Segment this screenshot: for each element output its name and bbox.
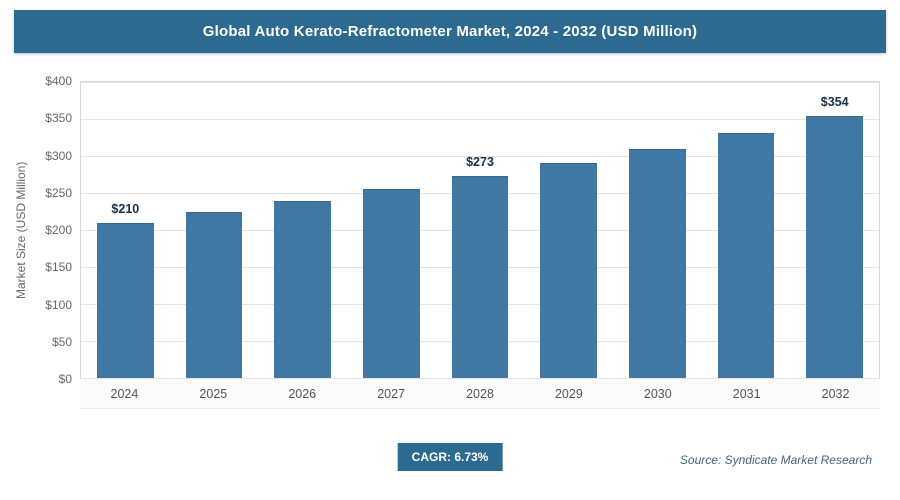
bar-2025 xyxy=(185,212,243,378)
gridline xyxy=(81,81,879,83)
y-axis-ticks: $0 $50 $100 $150 $200 $250 $300 $350 $400 xyxy=(34,74,80,386)
x-tick-label-2029: 2029 xyxy=(554,386,583,401)
y-tick-label: $150 xyxy=(45,260,72,275)
x-tick-label-2028: 2028 xyxy=(466,386,494,401)
bar-value-label: $210 xyxy=(111,201,140,216)
y-tick-label: $200 xyxy=(45,223,72,237)
bar-group-2030 xyxy=(613,82,702,378)
bar-group-2027 xyxy=(347,82,436,378)
x-tick-label-2027: 2027 xyxy=(377,386,406,401)
bar-2030 xyxy=(628,148,686,378)
bar-2026 xyxy=(274,201,332,378)
bar-2029 xyxy=(540,162,598,378)
bar-group-2031 xyxy=(702,82,791,378)
bar-value-label: $354 xyxy=(820,95,849,110)
gridline xyxy=(81,377,879,379)
y-tick-label: $300 xyxy=(45,148,72,163)
bar-2031 xyxy=(717,133,775,378)
y-axis-label: Market Size (USD Million) xyxy=(14,161,28,299)
bars-row: $210 $273 $354 xyxy=(81,82,879,378)
bar-2028: $273 xyxy=(451,155,509,378)
y-tick-label: $0 xyxy=(58,372,72,386)
bar-group-2026 xyxy=(258,82,347,378)
chart-footer: CAGR: 6.73% Source: Syndicate Market Res… xyxy=(0,441,900,485)
x-tick-label-2030: 2030 xyxy=(643,386,672,401)
y-tick-label: $50 xyxy=(51,334,72,349)
x-tick-label-2026: 2026 xyxy=(288,386,317,401)
cagr-badge: CAGR: 6.73% xyxy=(397,443,503,471)
plot-column: $210 $273 $354 2024 2025 2026 2027 2028 2029 203… xyxy=(80,81,880,409)
gridline xyxy=(81,155,879,157)
chart-title: Global Auto Kerato-Refractometer Market,… xyxy=(202,23,698,40)
bar-2032: $354 xyxy=(806,95,864,378)
bar-value-label: $273 xyxy=(466,154,494,169)
bar-group-2032: $354 xyxy=(790,82,879,378)
x-tick-label-2031: 2031 xyxy=(732,386,761,401)
chart: Market Size (USD Million) $0 $50 $100 $150 $… xyxy=(0,74,900,409)
y-tick-label: $400 xyxy=(45,74,72,88)
bar-2027 xyxy=(362,189,420,378)
x-tick-label-2024: 2024 xyxy=(110,386,139,401)
chart-body: $0 $50 $100 $150 $200 $250 $300 $350 $400 $210 $2… xyxy=(34,74,880,409)
y-tick-label: $250 xyxy=(45,185,72,200)
bar-group-2025 xyxy=(170,82,259,378)
x-tick-label-2025: 2025 xyxy=(199,386,228,401)
y-tick-label: $350 xyxy=(45,111,72,126)
bar-group-2029 xyxy=(524,82,613,378)
y-tick-label: $100 xyxy=(45,297,72,312)
source-note: Source: Syndicate Market Research xyxy=(679,453,872,467)
x-tick-label-2032: 2032 xyxy=(821,386,850,401)
plot-area: $210 $273 $354 xyxy=(80,81,880,379)
bar-2024: $210 xyxy=(96,202,154,378)
bar-group-2028: $273 xyxy=(436,82,525,378)
chart-title-banner: Global Auto Kerato-Refractometer Market,… xyxy=(14,10,886,53)
bar-group-2024: $210 xyxy=(81,82,170,378)
gridline xyxy=(81,118,879,120)
page: Global Auto Kerato-Refractometer Market,… xyxy=(0,10,900,485)
x-axis-labels: 2024 2025 2026 2027 2028 2029 2030 2031 2032 xyxy=(80,379,880,409)
